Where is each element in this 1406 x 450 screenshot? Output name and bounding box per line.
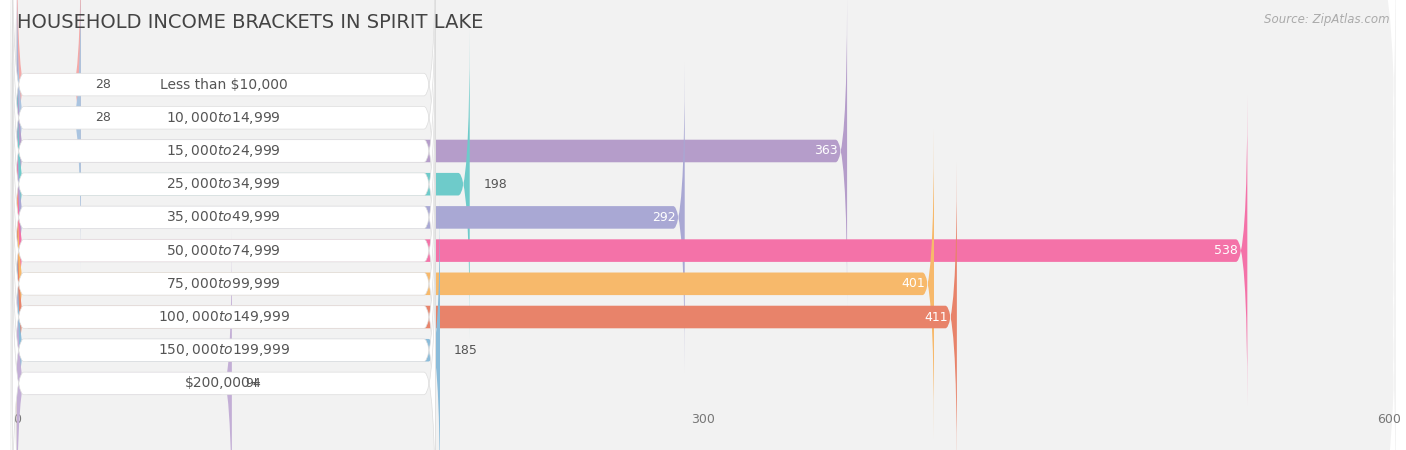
Text: 292: 292 xyxy=(652,211,675,224)
Text: $200,000+: $200,000+ xyxy=(186,376,263,391)
FancyBboxPatch shape xyxy=(17,0,82,239)
Text: $75,000 to $99,999: $75,000 to $99,999 xyxy=(166,276,281,292)
Text: HOUSEHOLD INCOME BRACKETS IN SPIRIT LAKE: HOUSEHOLD INCOME BRACKETS IN SPIRIT LAKE xyxy=(17,14,484,32)
Text: 401: 401 xyxy=(901,277,925,290)
FancyBboxPatch shape xyxy=(17,0,82,273)
Text: $35,000 to $49,999: $35,000 to $49,999 xyxy=(166,209,281,225)
FancyBboxPatch shape xyxy=(13,96,436,405)
Text: 538: 538 xyxy=(1215,244,1239,257)
Text: 363: 363 xyxy=(814,144,838,158)
FancyBboxPatch shape xyxy=(13,63,436,372)
FancyBboxPatch shape xyxy=(10,166,1396,450)
Text: 28: 28 xyxy=(94,111,111,124)
FancyBboxPatch shape xyxy=(10,0,1396,269)
Text: 198: 198 xyxy=(484,178,508,191)
FancyBboxPatch shape xyxy=(13,0,436,306)
FancyBboxPatch shape xyxy=(10,33,1396,335)
FancyBboxPatch shape xyxy=(10,199,1396,450)
FancyBboxPatch shape xyxy=(13,162,436,450)
Text: 28: 28 xyxy=(94,78,111,91)
FancyBboxPatch shape xyxy=(17,63,685,372)
FancyBboxPatch shape xyxy=(17,162,957,450)
FancyBboxPatch shape xyxy=(13,195,436,450)
Text: $10,000 to $14,999: $10,000 to $14,999 xyxy=(166,110,281,126)
FancyBboxPatch shape xyxy=(10,233,1396,450)
FancyBboxPatch shape xyxy=(17,229,232,450)
Text: Less than $10,000: Less than $10,000 xyxy=(160,77,288,92)
Text: $100,000 to $149,999: $100,000 to $149,999 xyxy=(157,309,290,325)
Text: 94: 94 xyxy=(246,377,262,390)
FancyBboxPatch shape xyxy=(10,67,1396,368)
FancyBboxPatch shape xyxy=(17,129,934,439)
FancyBboxPatch shape xyxy=(13,0,436,239)
FancyBboxPatch shape xyxy=(17,195,440,450)
FancyBboxPatch shape xyxy=(13,129,436,439)
FancyBboxPatch shape xyxy=(10,133,1396,435)
FancyBboxPatch shape xyxy=(10,100,1396,401)
Text: $15,000 to $24,999: $15,000 to $24,999 xyxy=(166,143,281,159)
FancyBboxPatch shape xyxy=(17,96,1247,405)
FancyBboxPatch shape xyxy=(10,0,1396,302)
Text: $25,000 to $34,999: $25,000 to $34,999 xyxy=(166,176,281,192)
FancyBboxPatch shape xyxy=(13,0,436,273)
FancyBboxPatch shape xyxy=(10,0,1396,235)
FancyBboxPatch shape xyxy=(17,0,846,306)
FancyBboxPatch shape xyxy=(13,29,436,339)
Text: $150,000 to $199,999: $150,000 to $199,999 xyxy=(157,342,290,358)
Text: $50,000 to $74,999: $50,000 to $74,999 xyxy=(166,243,281,259)
Text: Source: ZipAtlas.com: Source: ZipAtlas.com xyxy=(1264,14,1389,27)
Text: 185: 185 xyxy=(454,344,478,357)
FancyBboxPatch shape xyxy=(17,29,470,339)
FancyBboxPatch shape xyxy=(13,229,436,450)
Text: 411: 411 xyxy=(924,310,948,324)
